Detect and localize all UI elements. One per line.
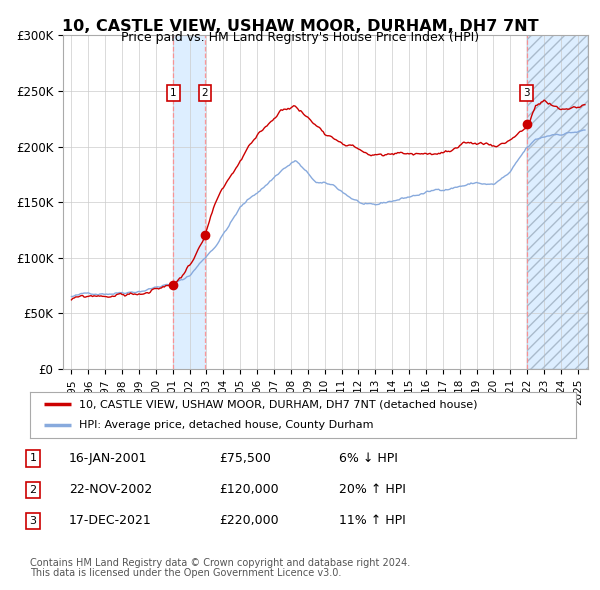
Text: Contains HM Land Registry data © Crown copyright and database right 2024.: Contains HM Land Registry data © Crown c…	[30, 558, 410, 568]
Text: 17-DEC-2021: 17-DEC-2021	[69, 514, 152, 527]
Text: 2: 2	[202, 88, 208, 98]
Text: HPI: Average price, detached house, County Durham: HPI: Average price, detached house, Coun…	[79, 420, 374, 430]
Bar	[527, 35, 588, 369]
Text: Price paid vs. HM Land Registry's House Price Index (HPI): Price paid vs. HM Land Registry's House …	[121, 31, 479, 44]
Text: 6% ↓ HPI: 6% ↓ HPI	[339, 452, 398, 465]
Text: 1: 1	[170, 88, 177, 98]
Text: 2: 2	[29, 485, 37, 494]
Text: £75,500: £75,500	[219, 452, 271, 465]
Text: 1: 1	[29, 454, 37, 463]
Text: This data is licensed under the Open Government Licence v3.0.: This data is licensed under the Open Gov…	[30, 568, 341, 578]
Text: 10, CASTLE VIEW, USHAW MOOR, DURHAM, DH7 7NT: 10, CASTLE VIEW, USHAW MOOR, DURHAM, DH7…	[62, 19, 538, 34]
Text: 10, CASTLE VIEW, USHAW MOOR, DURHAM, DH7 7NT (detached house): 10, CASTLE VIEW, USHAW MOOR, DURHAM, DH7…	[79, 399, 478, 409]
Bar	[173, 35, 205, 369]
Text: 3: 3	[523, 88, 530, 98]
Text: 3: 3	[29, 516, 37, 526]
Text: 20% ↑ HPI: 20% ↑ HPI	[339, 483, 406, 496]
Text: 11% ↑ HPI: 11% ↑ HPI	[339, 514, 406, 527]
Bar	[527, 35, 588, 369]
Text: £120,000: £120,000	[219, 483, 278, 496]
Text: £220,000: £220,000	[219, 514, 278, 527]
Text: 16-JAN-2001: 16-JAN-2001	[69, 452, 148, 465]
Text: 22-NOV-2002: 22-NOV-2002	[69, 483, 152, 496]
